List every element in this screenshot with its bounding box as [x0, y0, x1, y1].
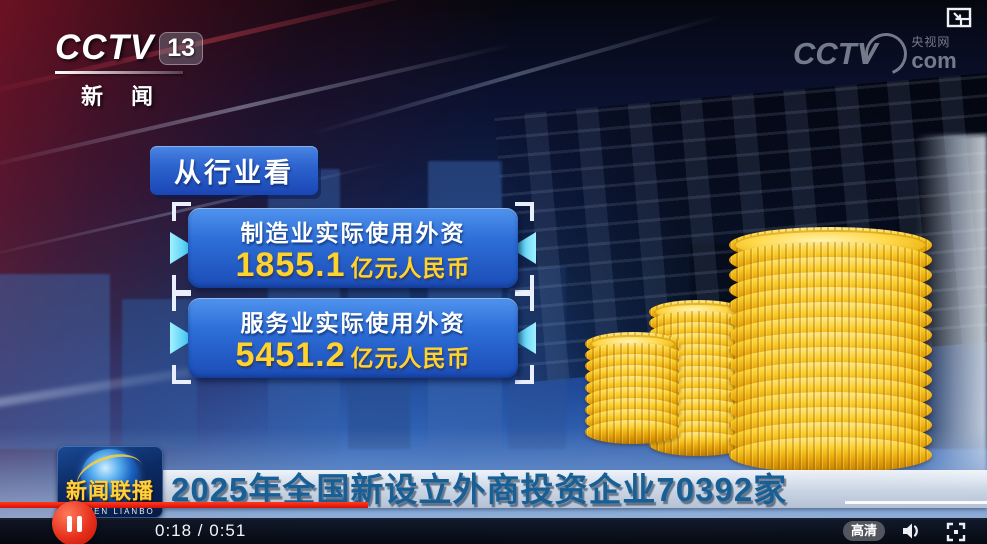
channel-logo: CCTV 13 新闻: [55, 28, 204, 111]
coin-stack-large: [729, 227, 932, 473]
channel-brand: CCTV: [55, 28, 155, 67]
pause-icon[interactable]: [52, 501, 97, 544]
stat-label: 服务业实际使用外资: [240, 309, 466, 336]
fullscreen-icon[interactable]: [946, 522, 966, 544]
stat-card-manufacturing: 制造业实际使用外资 1855.1 亿元人民币: [170, 202, 536, 294]
stat-unit: 亿元人民币: [350, 344, 471, 371]
stat-value: 5451.2: [235, 335, 346, 374]
watermark-domain: com: [911, 47, 957, 73]
coin: [729, 437, 932, 473]
lower-third-white-line: [845, 501, 987, 504]
watermark-brand: CCTV: [793, 36, 878, 71]
section-title-banner: 从行业看: [150, 146, 318, 195]
corner-bracket: [515, 202, 534, 221]
time-display: 0:18 / 0:51: [155, 521, 247, 540]
headline-text: 2025年全国新设立外商投资企业70392家: [171, 471, 788, 508]
program-subtitle: XINWEN LIANBO: [65, 507, 155, 516]
picture-in-picture-icon[interactable]: [945, 6, 975, 35]
watermark-site: 央视网: [911, 35, 951, 50]
stat-box: 制造业实际使用外资 1855.1 亿元人民币: [188, 208, 518, 288]
coin-stack-small: [585, 332, 681, 444]
stat-unit: 亿元人民币: [350, 254, 471, 281]
stat-label: 制造业实际使用外资: [240, 219, 466, 246]
program-title: 新闻联播: [66, 480, 154, 503]
skyline-building: [0, 274, 110, 449]
channel-number: 13: [159, 31, 204, 65]
stat-card-services: 服务业实际使用外资 5451.2 亿元人民币: [170, 292, 536, 384]
skyline-building: [122, 299, 197, 449]
player-control-bar: 0:18 / 0:51 高清: [0, 501, 987, 544]
coin: [585, 420, 681, 444]
globe-icon: [81, 449, 139, 503]
corner-bracket: [172, 292, 191, 311]
corner-bracket: [172, 202, 191, 221]
site-watermark: CCTV 央视网 com: [793, 26, 957, 82]
quality-badge[interactable]: 高清: [843, 521, 886, 541]
corner-bracket: [172, 365, 191, 384]
channel-name: 新闻: [81, 84, 182, 109]
channel-logo-underline: [55, 71, 183, 74]
section-title: 从行业看: [174, 158, 294, 188]
stat-value: 1855.1: [235, 245, 346, 284]
volume-icon[interactable]: [901, 522, 923, 544]
watermark-swoosh-icon: [858, 26, 915, 82]
lower-third-red-line: [0, 502, 368, 508]
corner-bracket: [515, 365, 534, 384]
stat-box: 服务业实际使用外资 5451.2 亿元人民币: [188, 298, 518, 378]
corner-bracket: [515, 292, 534, 311]
